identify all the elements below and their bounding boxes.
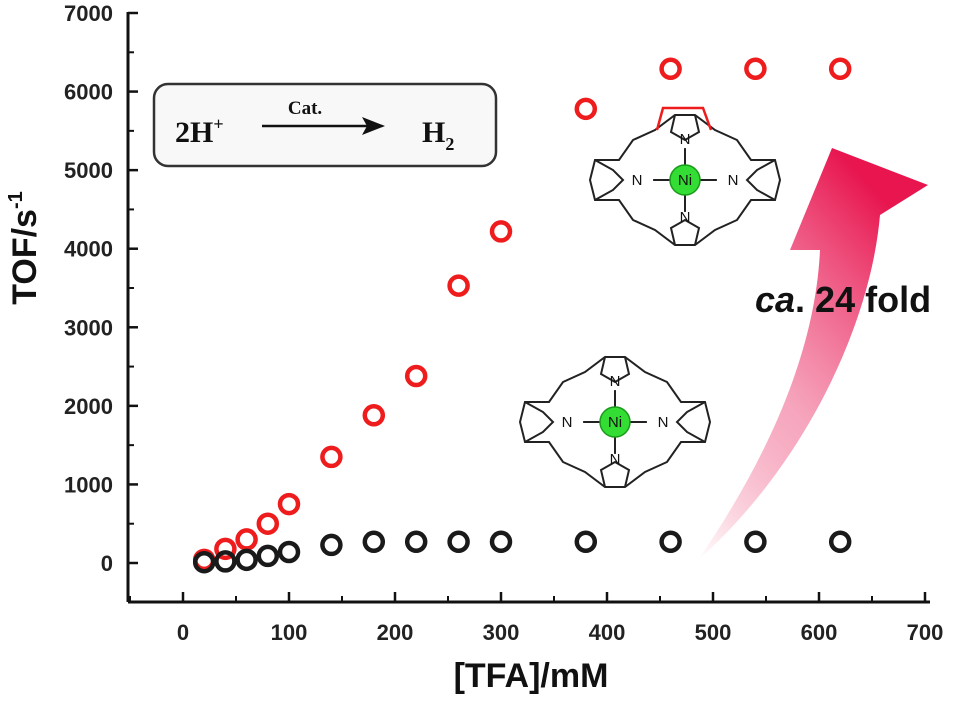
reaction-catalyst: Cat. xyxy=(288,98,322,119)
y-tick-label: 7000 xyxy=(64,1,113,26)
ni-porphyrin-structure: Ni N N N N xyxy=(518,356,712,488)
black-series-point xyxy=(659,530,682,554)
black-series-point xyxy=(235,548,258,572)
nitrogen-label: N xyxy=(632,172,643,189)
red-series-point xyxy=(256,512,280,535)
y-tick-label: 0 xyxy=(101,551,113,576)
nickel-label: Ni xyxy=(678,172,692,189)
fold-label: ca. 24 fold xyxy=(755,279,931,320)
reaction-right-sub: 2 xyxy=(445,134,454,154)
nitrogen-label: N xyxy=(658,414,669,431)
y-axis-title: TOF/s-1 xyxy=(5,191,44,305)
red-series-point xyxy=(489,220,513,243)
nitrogen-label: N xyxy=(562,414,573,431)
reaction-arrow-head xyxy=(362,117,385,135)
y-axis-title-sup: -1 xyxy=(5,191,27,209)
red-series-point xyxy=(574,97,598,121)
x-tick-label: 100 xyxy=(271,620,308,645)
y-axis-title-main: TOF/s xyxy=(6,209,44,305)
reaction-left-sup: + xyxy=(213,114,223,134)
data-points xyxy=(192,57,852,574)
pyrrole-bottom xyxy=(599,460,631,488)
x-tick-label: 700 xyxy=(907,620,944,645)
pyrrole-bottom xyxy=(669,218,701,246)
black-series-point xyxy=(192,550,216,574)
y-tick-label: 6000 xyxy=(64,80,113,105)
red-series-point xyxy=(828,57,852,81)
x-axis-title: [TFA]/mM xyxy=(454,657,609,695)
black-series-point xyxy=(404,530,428,554)
increase-arrow xyxy=(698,148,928,560)
reaction-left: 2H xyxy=(175,116,213,149)
nitrogen-label: N xyxy=(680,131,691,148)
nitrogen-label: N xyxy=(610,373,621,390)
pyrrole-right xyxy=(675,401,706,443)
black-series-point xyxy=(447,530,470,554)
y-tick-label: 4000 xyxy=(64,237,113,262)
reaction-right: H xyxy=(422,116,445,149)
black-series-point xyxy=(574,530,598,554)
red-series-point xyxy=(277,492,301,516)
black-series-point xyxy=(489,530,513,554)
black-series-point xyxy=(828,530,852,554)
x-tick-label: 0 xyxy=(177,620,189,645)
axes: 0 1000 2000 3000 4000 5000 6000 7000 0 100 200 300… xyxy=(64,1,943,645)
red-series-point xyxy=(404,364,428,388)
pyrrole-top xyxy=(599,356,631,384)
pyrrole-top xyxy=(669,114,701,142)
black-series-point xyxy=(256,544,280,568)
y-ticks: 0 1000 2000 3000 4000 5000 6000 7000 xyxy=(64,1,138,576)
svg-text:TOF/s-1: TOF/s-1 xyxy=(5,191,44,305)
pyrrole-left xyxy=(524,401,555,443)
black-series-point xyxy=(277,540,301,564)
y-tick-label: 1000 xyxy=(64,472,113,497)
strapped-ni-porphyrin-structure: Ni N N N N xyxy=(588,106,782,246)
x-tick-label: 500 xyxy=(695,620,732,645)
nitrogen-label: N xyxy=(680,209,691,226)
red-series-point xyxy=(214,537,237,561)
strap-bridge xyxy=(655,106,713,131)
black-series-point xyxy=(214,550,237,573)
black-series-point xyxy=(362,530,386,554)
x-tick-label: 600 xyxy=(801,620,838,645)
red-series-point xyxy=(447,274,470,297)
nitrogen-label: N xyxy=(610,451,621,468)
nickel-atom xyxy=(599,406,631,438)
reaction-scheme-box: 2H+ Cat. H2 xyxy=(152,82,498,168)
nitrogen-label: N xyxy=(728,172,739,189)
black-series-point xyxy=(320,533,343,557)
nickel-atom xyxy=(669,164,701,196)
pyrrole-right xyxy=(745,159,776,201)
red-series-point xyxy=(744,57,767,81)
red-series-point xyxy=(362,404,386,427)
x-ticks: 0 100 200 300 400 500 600 700 xyxy=(129,592,944,645)
y-tick-label: 5000 xyxy=(64,158,113,183)
red-series-point xyxy=(235,528,258,551)
nickel-label: Ni xyxy=(608,414,622,431)
porphyrin-ring xyxy=(518,356,712,488)
x-tick-label: 300 xyxy=(483,620,520,645)
y-tick-label: 2000 xyxy=(64,394,113,419)
red-series-point xyxy=(659,57,682,81)
svg-text:H2: H2 xyxy=(422,116,454,154)
x-tick-label: 200 xyxy=(377,620,414,645)
pyrrole-left xyxy=(594,159,625,201)
svg-text:2H+: 2H+ xyxy=(175,114,224,149)
y-tick-label: 3000 xyxy=(64,315,113,340)
black-series-point xyxy=(744,530,767,554)
red-series-point xyxy=(320,445,343,469)
x-tick-label: 400 xyxy=(589,620,626,645)
